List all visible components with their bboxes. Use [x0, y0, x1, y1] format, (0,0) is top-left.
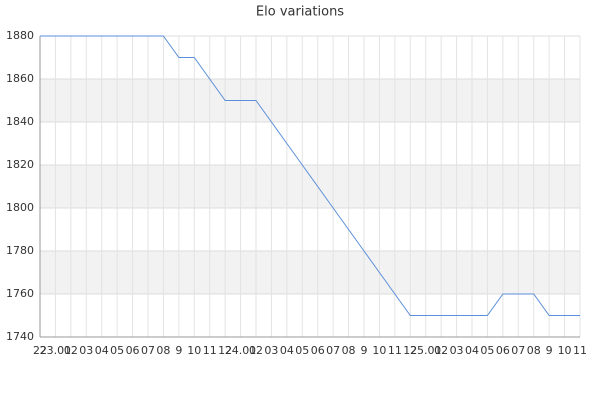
x-tick-label: 12	[403, 344, 417, 357]
x-tick-label: 05	[480, 344, 494, 357]
x-tick-label: 10	[558, 344, 572, 357]
x-tick-label: 23.01	[40, 344, 72, 357]
x-tick-label: 04	[280, 344, 294, 357]
x-tick-label: 05	[295, 344, 309, 357]
x-tick-label: 06	[496, 344, 510, 357]
x-tick-label: 9	[546, 344, 553, 357]
x-tick-label: 04	[95, 344, 109, 357]
x-tick-label: 11	[203, 344, 217, 357]
y-tick-label: 1740	[6, 330, 34, 343]
x-tick-label: 08	[527, 344, 541, 357]
x-tick-label: 06	[311, 344, 325, 357]
x-tick-label: 12	[218, 344, 232, 357]
x-tick-label: 07	[511, 344, 525, 357]
x-tick-label: 25.01	[410, 344, 442, 357]
x-tick-label: 03	[264, 344, 278, 357]
x-tick-label: 03	[79, 344, 93, 357]
x-tick-label: 02	[249, 344, 263, 357]
x-tick-label: 9	[361, 344, 368, 357]
x-tick-label: 08	[342, 344, 356, 357]
x-tick-label: 07	[326, 344, 340, 357]
y-tick-label: 1800	[6, 201, 34, 214]
y-tick-label: 1760	[6, 287, 34, 300]
y-tick-label: 1840	[6, 115, 34, 128]
x-tick-label: 10	[372, 344, 386, 357]
x-tick-label: 03	[450, 344, 464, 357]
x-tick-label: 08	[156, 344, 170, 357]
x-tick-label: 22	[33, 344, 47, 357]
grid-band	[40, 79, 580, 122]
x-tick-label: 06	[126, 344, 140, 357]
x-tick-label: 04	[465, 344, 479, 357]
x-tick-label: 07	[141, 344, 155, 357]
x-tick-label: 11	[388, 344, 402, 357]
x-tick-label: 02	[64, 344, 78, 357]
x-tick-label: 24.01	[225, 344, 257, 357]
grid-band	[40, 251, 580, 294]
x-tick-label: 02	[434, 344, 448, 357]
x-tick-label: 10	[187, 344, 201, 357]
x-tick-label: 05	[110, 344, 124, 357]
chart-title: Elo variations	[256, 5, 344, 20]
y-tick-label: 1880	[6, 29, 34, 42]
x-tick-label: 9	[175, 344, 182, 357]
x-tick-label: 11	[573, 344, 587, 357]
grid-band	[40, 165, 580, 208]
data-line	[40, 35, 580, 316]
y-tick-label: 1780	[6, 244, 34, 257]
y-tick-label: 1860	[6, 72, 34, 85]
y-tick-label: 1820	[6, 158, 34, 171]
